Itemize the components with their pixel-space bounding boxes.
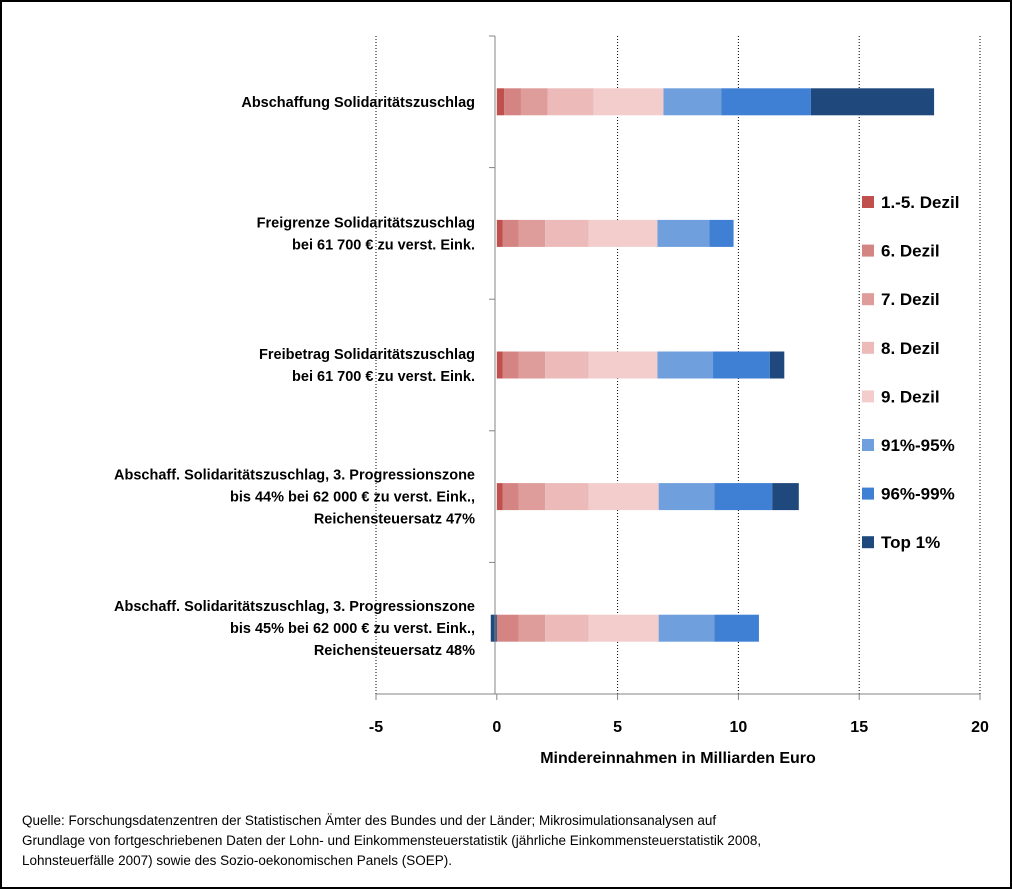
x-axis-title: Mindereinnahmen in Milliarden Euro xyxy=(540,750,816,767)
category-label: Abschaff. Solidaritätszuschlag, 3. Progr… xyxy=(114,468,475,484)
bar-segment xyxy=(658,614,715,642)
bar-segment xyxy=(545,483,589,511)
legend-swatch xyxy=(862,536,874,549)
bar-segment xyxy=(490,614,497,642)
bar-segment xyxy=(769,351,785,379)
legend-label: 9. Dezil xyxy=(881,387,940,406)
bar-segment xyxy=(545,351,589,379)
legend-swatch xyxy=(862,390,874,403)
bar-segment xyxy=(709,219,734,247)
category-label: Reichensteuersatz 47% xyxy=(314,512,475,528)
legend-swatch xyxy=(862,341,874,354)
legend: 1.-5. Dezil 6. Dezil 7. Dezil 8. Dezil 9. De… xyxy=(862,193,959,552)
x-tick-label: 15 xyxy=(850,719,868,736)
bar-segment xyxy=(721,88,811,116)
category-label: bei 61 700 € zu verst. Eink. xyxy=(292,237,475,253)
bar-segment xyxy=(496,614,519,642)
x-tick-label: -5 xyxy=(369,719,383,736)
bar-segment xyxy=(518,219,546,247)
bar-segment xyxy=(496,351,503,379)
bar-segment xyxy=(588,483,659,511)
category-label: Freigrenze Solidaritätszuschlag xyxy=(257,215,475,231)
bar-segment xyxy=(547,88,594,116)
bar-segment xyxy=(663,88,722,116)
source-note-line: Lohnsteuerfälle 2007) sowie des Sozio-oe… xyxy=(22,853,452,868)
axes: -5 0 5 10 15 20 Mindereinnahmen in Milliarden … xyxy=(369,35,989,767)
bar-segment xyxy=(714,614,759,642)
category-label: Reichensteuersatz 48% xyxy=(314,643,475,659)
category-label: bis 45% bei 62 000 € zu verst. Eink., xyxy=(230,621,475,637)
source-note-line: Quelle: Forschungsdatenzentren der Stati… xyxy=(22,813,717,828)
legend-label: 6. Dezil xyxy=(881,242,940,261)
x-tick-label: 0 xyxy=(492,719,501,736)
bar-segment xyxy=(496,219,503,247)
legend-label: 1.-5. Dezil xyxy=(881,193,959,212)
bar-segment xyxy=(713,351,770,379)
x-tick-label: 20 xyxy=(971,719,989,736)
bars xyxy=(490,88,935,642)
bar-segment xyxy=(588,351,658,379)
bar-segment xyxy=(658,483,715,511)
category-label: bis 44% bei 62 000 € zu verst. Eink., xyxy=(230,490,475,506)
bar-segment xyxy=(657,219,710,247)
bar-segment xyxy=(502,219,519,247)
bar-segment xyxy=(496,483,503,511)
category-label: Freibetrag Solidaritätszuschlag xyxy=(259,347,475,363)
legend-label: 8. Dezil xyxy=(881,339,940,358)
bar-segment xyxy=(504,88,521,116)
legend-swatch xyxy=(862,244,874,257)
bar-segment xyxy=(588,219,658,247)
bar-segment xyxy=(502,351,519,379)
bar-segment xyxy=(810,88,935,116)
bar-segment xyxy=(772,483,799,511)
bar-segment xyxy=(496,88,505,116)
bar-segment xyxy=(593,88,664,116)
legend-label: 96%-99% xyxy=(881,485,955,504)
bar-segment xyxy=(545,219,589,247)
bar-segment xyxy=(545,614,589,642)
category-label: bei 61 700 € zu verst. Eink. xyxy=(292,369,475,385)
legend-swatch xyxy=(862,293,874,306)
source-note: Quelle: Forschungsdatenzentren der Stati… xyxy=(22,811,1012,871)
x-tick-label: 10 xyxy=(730,719,748,736)
legend-swatch xyxy=(862,487,874,500)
bar-segment xyxy=(714,483,773,511)
category-label: Abschaffung Solidaritätszuschlag xyxy=(241,95,475,111)
bar-segment xyxy=(520,88,548,116)
category-label: Abschaff. Solidaritätszuschlag, 3. Progr… xyxy=(114,599,475,615)
source-note-line: Grundlage von fortgeschriebenen Daten de… xyxy=(22,833,762,848)
bar-segment xyxy=(502,483,519,511)
x-tick-label: 5 xyxy=(613,719,622,736)
bar-segment xyxy=(518,614,546,642)
legend-label: 91%-95% xyxy=(881,436,955,455)
bar-segment xyxy=(518,351,546,379)
category-labels: Abschaffung Solidaritätszuschlag Freigren… xyxy=(114,95,475,659)
legend-label: Top 1% xyxy=(881,533,940,552)
legend-swatch xyxy=(862,196,874,208)
bar-segment xyxy=(518,483,546,511)
legend-swatch xyxy=(862,439,874,451)
bar-segment xyxy=(588,614,659,642)
legend-label: 7. Dezil xyxy=(881,290,940,309)
bar-segment xyxy=(657,351,714,379)
